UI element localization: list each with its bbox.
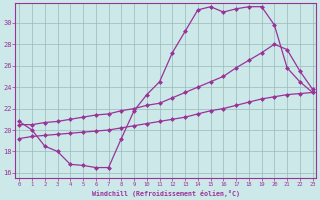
X-axis label: Windchill (Refroidissement éolien,°C): Windchill (Refroidissement éolien,°C) bbox=[92, 190, 240, 197]
